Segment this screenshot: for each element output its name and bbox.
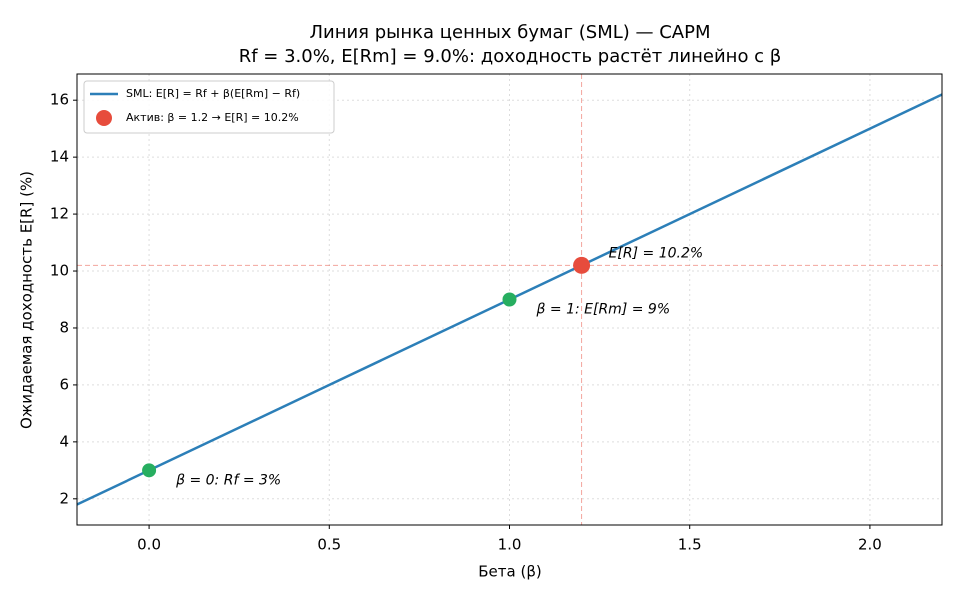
x-tick-label: 0.5 [317, 536, 341, 554]
legend-label: SML: E[R] = Rf + β(E[Rm] − Rf) [126, 87, 300, 100]
x-tick-label: 1.5 [678, 536, 702, 554]
annotation: β = 1: E[Rm] = 9% [536, 302, 671, 318]
y-tick-label: 12 [50, 205, 69, 223]
annotation: E[R] = 10.2% [609, 245, 704, 261]
key-point [142, 463, 157, 478]
asset-point [573, 256, 591, 274]
legend-label: Актив: β = 1.2 → E[R] = 10.2% [126, 111, 299, 124]
x-axis-label: Бета (β) [478, 563, 542, 581]
legend-box [83, 80, 335, 134]
y-tick-label: 8 [59, 318, 69, 336]
key-point [502, 292, 517, 307]
legend-swatch [96, 110, 112, 126]
plot-frame [76, 73, 943, 526]
y-tick-label: 16 [50, 91, 69, 109]
y-tick-label: 4 [59, 432, 69, 450]
y-tick-label: 6 [59, 375, 69, 393]
chart-subtitle: Rf = 3.0%, E[Rm] = 9.0%: доходность раст… [239, 46, 782, 67]
y-tick-label: 2 [59, 489, 69, 507]
y-tick-label: 10 [50, 262, 69, 280]
annotation: β = 0: Rf = 3% [175, 472, 281, 488]
x-tick-label: 0.0 [137, 536, 161, 554]
chart-title: Линия рынка ценных бумаг (SML) — CAPM [309, 22, 710, 43]
y-axis-label: Ожидаемая доходность E[R] (%) [18, 171, 36, 429]
x-tick-label: 2.0 [858, 536, 882, 554]
x-tick-label: 1.0 [498, 536, 522, 554]
y-tick-label: 14 [50, 148, 69, 166]
